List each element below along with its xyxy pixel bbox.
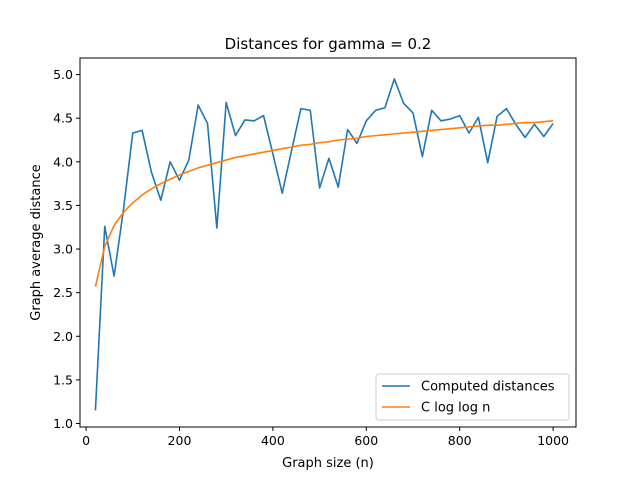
x-tick-label: 1000 (537, 433, 569, 448)
x-tick-label: 400 (261, 433, 285, 448)
axes-frame (79, 57, 577, 428)
x-tick-label: 200 (168, 433, 192, 448)
y-axis-label: Graph average distance (29, 164, 44, 320)
legend: Computed distances C log log n (375, 373, 570, 421)
y-tick-label: 1.5 (53, 372, 73, 387)
y-tick-label: 3.5 (53, 198, 73, 213)
legend-label: C log log n (421, 401, 490, 416)
x-tick-label: 600 (354, 433, 378, 448)
legend-box (375, 373, 570, 421)
x-tick-label: 800 (448, 433, 472, 448)
x-axis-label: Graph size (n) (282, 456, 374, 471)
y-tick-label: 2.0 (53, 329, 73, 344)
plot-lines (94, 78, 554, 411)
y-tick-label: 1.0 (53, 416, 73, 431)
y-tick-label: 5.0 (53, 67, 73, 82)
legend-label: Computed distances (421, 380, 555, 395)
axis-ticks: 0 200 400 600 800 1000 1.0 1.5 2.0 2.5 3.0 3.5 4.0 4.… (53, 67, 569, 448)
y-tick-label: 2.5 (53, 285, 73, 300)
y-tick-label: 4.0 (53, 154, 73, 169)
y-tick-label: 3.0 (53, 242, 73, 257)
series-line-2 (94, 120, 554, 287)
x-tick-label: 0 (82, 433, 90, 448)
y-tick-label: 4.5 (53, 111, 73, 126)
chart-title: Distances for gamma = 0.2 (225, 35, 432, 53)
series-line-1 (94, 78, 554, 411)
